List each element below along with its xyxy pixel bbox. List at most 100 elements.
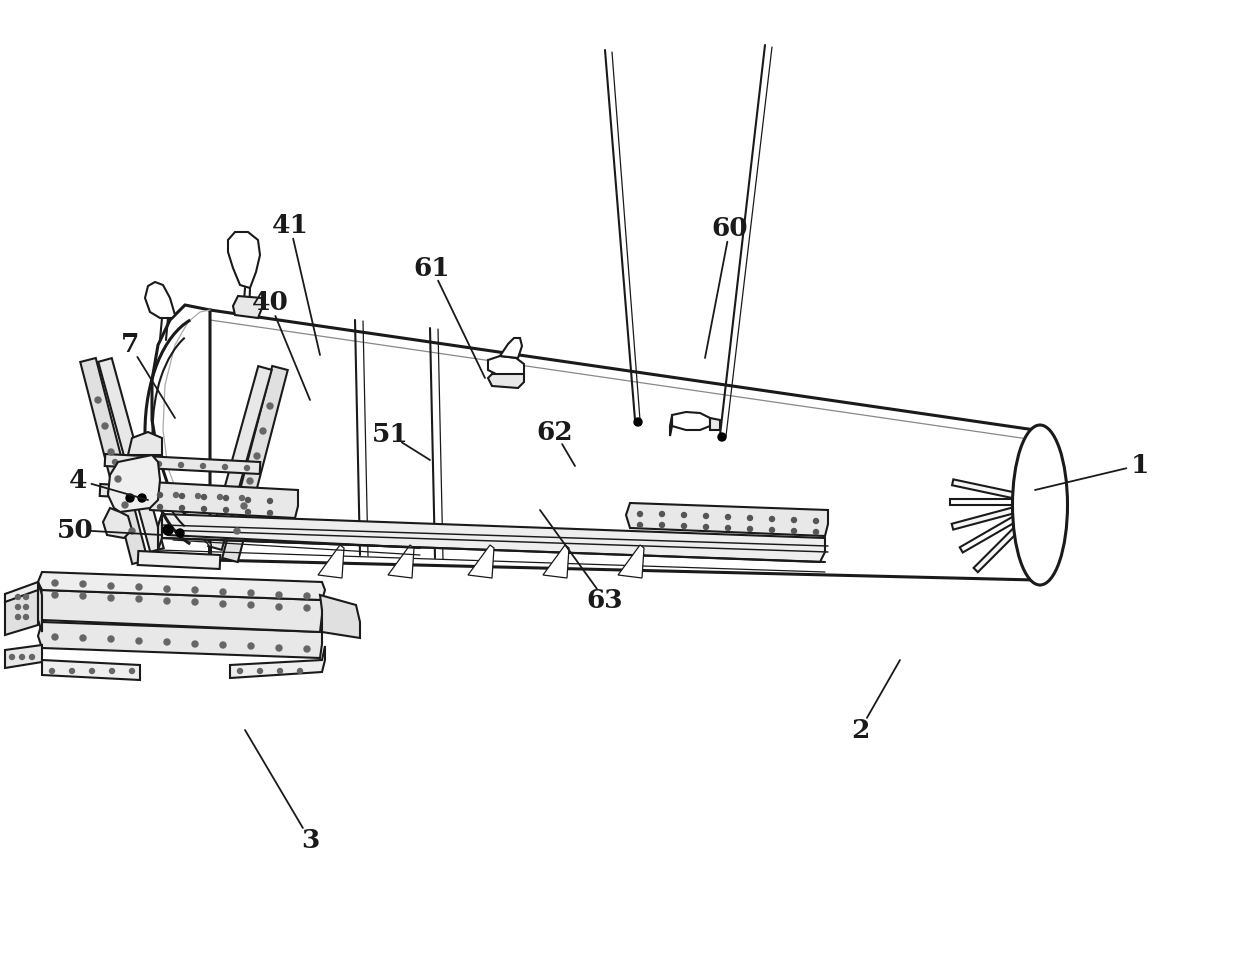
Circle shape — [129, 669, 134, 673]
Circle shape — [113, 460, 118, 465]
Circle shape — [10, 654, 15, 659]
Circle shape — [791, 517, 796, 522]
Circle shape — [682, 513, 687, 517]
Circle shape — [81, 635, 86, 641]
Circle shape — [247, 478, 253, 484]
Circle shape — [129, 528, 135, 534]
Circle shape — [164, 586, 170, 592]
Text: 3: 3 — [301, 828, 319, 853]
Polygon shape — [960, 500, 1045, 553]
Circle shape — [634, 418, 642, 426]
Polygon shape — [103, 508, 131, 538]
Circle shape — [770, 516, 775, 521]
Circle shape — [770, 528, 775, 533]
Circle shape — [95, 397, 100, 403]
Circle shape — [192, 641, 198, 647]
Circle shape — [258, 669, 263, 673]
Polygon shape — [38, 622, 322, 658]
Circle shape — [164, 598, 170, 604]
Circle shape — [244, 466, 249, 470]
Circle shape — [24, 595, 29, 600]
Circle shape — [151, 491, 156, 496]
Circle shape — [108, 490, 113, 494]
Circle shape — [703, 513, 708, 518]
Polygon shape — [672, 412, 711, 430]
Circle shape — [179, 463, 184, 468]
Polygon shape — [146, 482, 298, 518]
Circle shape — [277, 592, 281, 598]
Ellipse shape — [1013, 425, 1068, 585]
Polygon shape — [951, 499, 1045, 530]
Polygon shape — [489, 374, 525, 388]
Polygon shape — [38, 572, 325, 600]
Polygon shape — [5, 645, 42, 668]
Circle shape — [278, 669, 283, 673]
Circle shape — [201, 507, 207, 512]
Circle shape — [24, 614, 29, 620]
Circle shape — [69, 669, 74, 673]
Circle shape — [248, 590, 254, 596]
Circle shape — [223, 508, 228, 513]
Polygon shape — [618, 545, 644, 578]
Text: 4: 4 — [68, 468, 87, 492]
Polygon shape — [157, 514, 825, 562]
Circle shape — [222, 465, 227, 469]
Circle shape — [129, 490, 134, 495]
Circle shape — [115, 476, 122, 482]
Polygon shape — [467, 545, 494, 578]
Circle shape — [157, 505, 162, 510]
Polygon shape — [222, 366, 288, 562]
Circle shape — [136, 596, 143, 602]
Circle shape — [234, 528, 241, 534]
Polygon shape — [108, 455, 160, 512]
Text: 51: 51 — [372, 422, 408, 447]
Circle shape — [748, 527, 753, 532]
Circle shape — [277, 604, 281, 610]
Circle shape — [122, 502, 128, 508]
Circle shape — [174, 492, 179, 497]
Circle shape — [813, 530, 818, 535]
Circle shape — [24, 604, 29, 609]
Circle shape — [20, 654, 25, 659]
Circle shape — [89, 669, 94, 673]
Polygon shape — [38, 590, 322, 632]
Circle shape — [241, 503, 247, 509]
Text: 2: 2 — [851, 718, 869, 742]
Circle shape — [660, 522, 665, 528]
Text: 61: 61 — [414, 256, 450, 281]
Polygon shape — [543, 545, 569, 578]
Circle shape — [52, 592, 58, 598]
Circle shape — [164, 639, 170, 645]
Circle shape — [30, 654, 35, 659]
Polygon shape — [973, 501, 1045, 572]
Polygon shape — [317, 545, 343, 578]
Circle shape — [157, 492, 162, 497]
Text: 40: 40 — [252, 290, 289, 315]
Circle shape — [248, 602, 254, 608]
Circle shape — [192, 587, 198, 593]
Circle shape — [196, 493, 201, 498]
Circle shape — [176, 529, 184, 537]
Circle shape — [304, 646, 310, 652]
Circle shape — [219, 589, 226, 595]
Polygon shape — [104, 454, 260, 474]
Circle shape — [108, 595, 114, 601]
Polygon shape — [950, 499, 1045, 505]
Circle shape — [268, 498, 273, 504]
Circle shape — [268, 511, 273, 515]
Polygon shape — [711, 418, 720, 430]
Polygon shape — [98, 358, 164, 552]
Circle shape — [108, 583, 114, 589]
Circle shape — [138, 494, 146, 502]
Polygon shape — [229, 646, 325, 678]
Polygon shape — [952, 479, 1047, 505]
Polygon shape — [228, 232, 260, 288]
Circle shape — [304, 593, 310, 599]
Circle shape — [637, 522, 642, 528]
Polygon shape — [320, 595, 360, 638]
Circle shape — [219, 642, 226, 648]
Circle shape — [277, 645, 281, 651]
Text: 60: 60 — [712, 216, 748, 240]
Circle shape — [267, 403, 273, 409]
Polygon shape — [99, 484, 255, 504]
